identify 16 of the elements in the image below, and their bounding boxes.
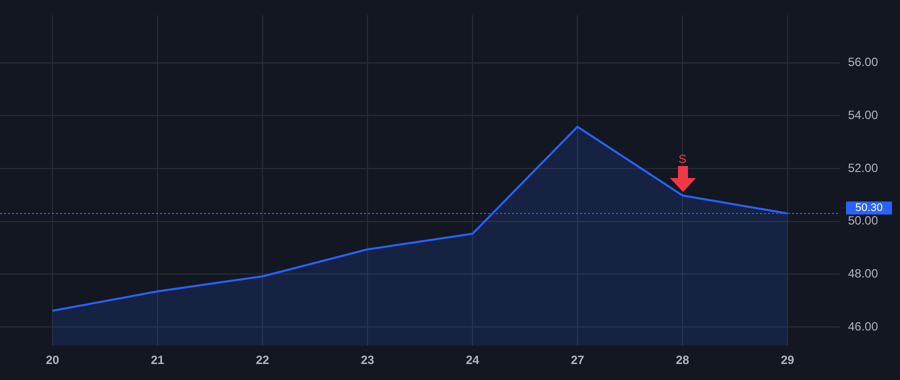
y-tick-label: 52.00 <box>848 160 878 175</box>
x-tick-label: 21 <box>150 353 164 368</box>
x-tick-label: 24 <box>466 353 480 368</box>
x-tick-label: 28 <box>676 353 690 368</box>
annotation: S <box>678 152 687 166</box>
y-tick-label: 46.00 <box>848 319 878 334</box>
y-tick-label: 54.00 <box>848 108 878 122</box>
y-tick-label: 48.00 <box>848 266 878 281</box>
x-tick-label: 23 <box>360 353 374 368</box>
x-tick-label: 22 <box>256 353 270 368</box>
x-tick-label: 29 <box>780 353 794 368</box>
y-tick-label: 50.00 <box>848 214 878 228</box>
x-tick-label: 20 <box>46 353 60 368</box>
y-tick-label: 56.00 <box>848 55 878 70</box>
ref-line-label: 50.30 <box>855 202 883 214</box>
x-tick-label: 27 <box>570 353 584 368</box>
